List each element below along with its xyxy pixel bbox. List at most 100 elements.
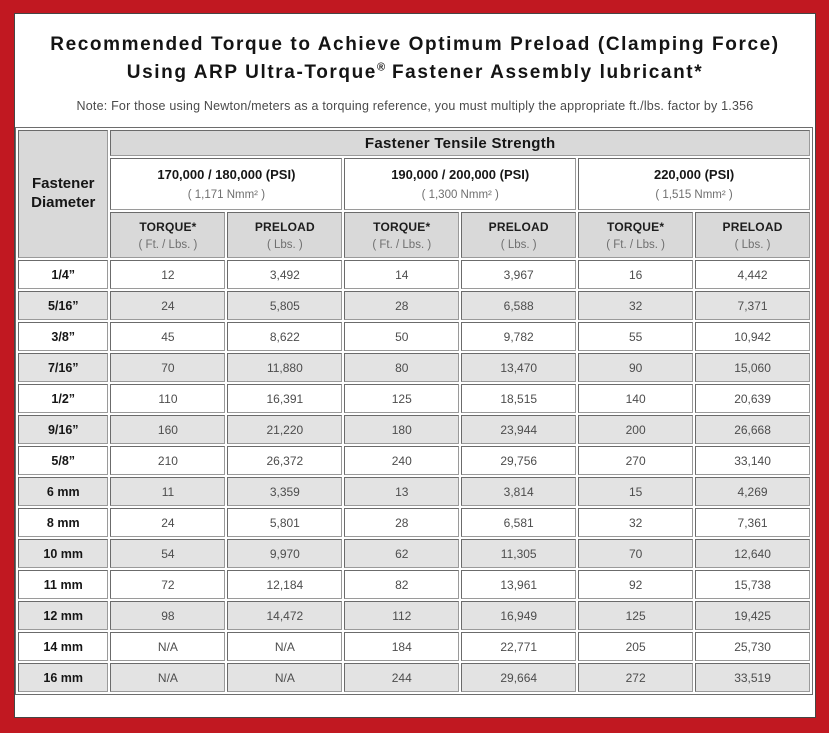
value-cell: 16,391 (227, 384, 343, 414)
units-header-row: TORQUE* ( Ft. / Lbs. ) PRELOAD ( Lbs. ) … (18, 212, 810, 259)
torque-spec-table: Fastener Diameter Fastener Tensile Stren… (15, 127, 813, 696)
value-cell: 11,880 (227, 353, 343, 383)
table-body: 1/4” 12 3,492 14 3,967 16 4,442 5/16” 24 5,805 28 6… (18, 260, 810, 693)
value-cell: 272 (578, 663, 694, 693)
conversion-note: Note: For those using Newton/meters as a… (76, 99, 754, 114)
fastener-diameter-cell: 6 mm (18, 477, 109, 507)
registered-trademark-symbol: ® (376, 61, 386, 74)
torque-column-header: TORQUE* ( Ft. / Lbs. ) (344, 212, 460, 259)
fastener-diameter-cell: 10 mm (18, 539, 109, 569)
fastener-diameter-cell: 5/8” (18, 446, 109, 476)
value-cell: 205 (578, 632, 694, 662)
value-cell: 9,970 (227, 539, 343, 569)
fastener-tensile-strength-header: Fastener Tensile Strength (110, 130, 810, 157)
value-cell: 15,738 (695, 570, 810, 600)
value-cell: 112 (344, 601, 460, 631)
table-row: 7/16” 70 11,880 80 13,470 90 15,060 (18, 353, 810, 383)
value-cell: 92 (578, 570, 694, 600)
value-cell: 14 (344, 260, 460, 290)
value-cell: 240 (344, 446, 460, 476)
value-cell: 5,805 (227, 291, 343, 321)
value-cell: 45 (110, 322, 226, 352)
value-cell: 13,961 (461, 570, 577, 600)
fastener-diameter-cell: 8 mm (18, 508, 109, 538)
value-cell: 7,371 (695, 291, 810, 321)
table-row: 8 mm 24 5,801 28 6,581 32 7,361 (18, 508, 810, 538)
table-row: 5/16” 24 5,805 28 6,588 32 7,371 (18, 291, 810, 321)
value-cell: 26,668 (695, 415, 810, 445)
value-cell: 26,372 (227, 446, 343, 476)
value-cell: 22,771 (461, 632, 577, 662)
value-cell: 15 (578, 477, 694, 507)
table-row: 12 mm 98 14,472 112 16,949 125 19,425 (18, 601, 810, 631)
value-cell: 19,425 (695, 601, 810, 631)
value-cell: 125 (344, 384, 460, 414)
value-cell: N/A (110, 632, 226, 662)
psi-group-220: 220,000 (PSI) ( 1,515 Nmm² ) (578, 158, 810, 211)
fastener-diameter-cell: 12 mm (18, 601, 109, 631)
value-cell: 28 (344, 508, 460, 538)
fastener-diameter-cell: 3/8” (18, 322, 109, 352)
value-cell: 11,305 (461, 539, 577, 569)
value-cell: N/A (227, 632, 343, 662)
value-cell: 110 (110, 384, 226, 414)
value-cell: 200 (578, 415, 694, 445)
fastener-diameter-cell: 14 mm (18, 632, 109, 662)
psi-group-190-200: 190,000 / 200,000 (PSI) ( 1,300 Nmm² ) (344, 158, 577, 211)
tensile-strength-header-row: Fastener Diameter Fastener Tensile Stren… (18, 130, 810, 259)
value-cell: 33,140 (695, 446, 810, 476)
value-cell: 82 (344, 570, 460, 600)
value-cell: 160 (110, 415, 226, 445)
value-cell: 12,640 (695, 539, 810, 569)
table-row: 3/8” 45 8,622 50 9,782 55 10,942 (18, 322, 810, 352)
psi-header-row: 170,000 / 180,000 (PSI) ( 1,171 Nmm² ) 1… (18, 158, 810, 211)
value-cell: 29,756 (461, 446, 577, 476)
preload-column-header: PRELOAD ( Lbs. ) (227, 212, 343, 259)
value-cell: 55 (578, 322, 694, 352)
value-cell: 29,664 (461, 663, 577, 693)
value-cell: 6,581 (461, 508, 577, 538)
value-cell: 32 (578, 508, 694, 538)
value-cell: 210 (110, 446, 226, 476)
document-page: Recommended Torque to Achieve Optimum Pr… (14, 13, 816, 718)
value-cell: 4,442 (695, 260, 810, 290)
preload-column-header: PRELOAD ( Lbs. ) (461, 212, 577, 259)
table-row: 5/8” 210 26,372 240 29,756 270 33,140 (18, 446, 810, 476)
value-cell: 98 (110, 601, 226, 631)
value-cell: 23,944 (461, 415, 577, 445)
torque-column-header: TORQUE* ( Ft. / Lbs. ) (110, 212, 226, 259)
value-cell: 3,967 (461, 260, 577, 290)
value-cell: 90 (578, 353, 694, 383)
value-cell: 50 (344, 322, 460, 352)
fastener-diameter-cell: 7/16” (18, 353, 109, 383)
value-cell: 70 (578, 539, 694, 569)
table-row: 9/16” 160 21,220 180 23,944 200 26,668 (18, 415, 810, 445)
value-cell: 25,730 (695, 632, 810, 662)
value-cell: 5,801 (227, 508, 343, 538)
value-cell: 13,470 (461, 353, 577, 383)
value-cell: 125 (578, 601, 694, 631)
value-cell: 14,472 (227, 601, 343, 631)
value-cell: 10,942 (695, 322, 810, 352)
title-line2: Using ARP Ultra-Torque® Fastener Assembl… (126, 61, 704, 83)
value-cell: 3,814 (461, 477, 577, 507)
value-cell: 80 (344, 353, 460, 383)
value-cell: 4,269 (695, 477, 810, 507)
value-cell: 12,184 (227, 570, 343, 600)
fastener-diameter-cell: 11 mm (18, 570, 109, 600)
fastener-diameter-cell: 1/2” (18, 384, 109, 414)
fastener-diameter-cell: 9/16” (18, 415, 109, 445)
fastener-diameter-header: Fastener Diameter (18, 130, 109, 259)
value-cell: 3,492 (227, 260, 343, 290)
table-row: 16 mm N/A N/A 244 29,664 272 33,519 (18, 663, 810, 693)
table-row: 6 mm 11 3,359 13 3,814 15 4,269 (18, 477, 810, 507)
value-cell: 8,622 (227, 322, 343, 352)
value-cell: 244 (344, 663, 460, 693)
value-cell: 16,949 (461, 601, 577, 631)
psi-group-170-180: 170,000 / 180,000 (PSI) ( 1,171 Nmm² ) (110, 158, 343, 211)
table-row: 1/4” 12 3,492 14 3,967 16 4,442 (18, 260, 810, 290)
value-cell: 28 (344, 291, 460, 321)
value-cell: 21,220 (227, 415, 343, 445)
value-cell: N/A (227, 663, 343, 693)
